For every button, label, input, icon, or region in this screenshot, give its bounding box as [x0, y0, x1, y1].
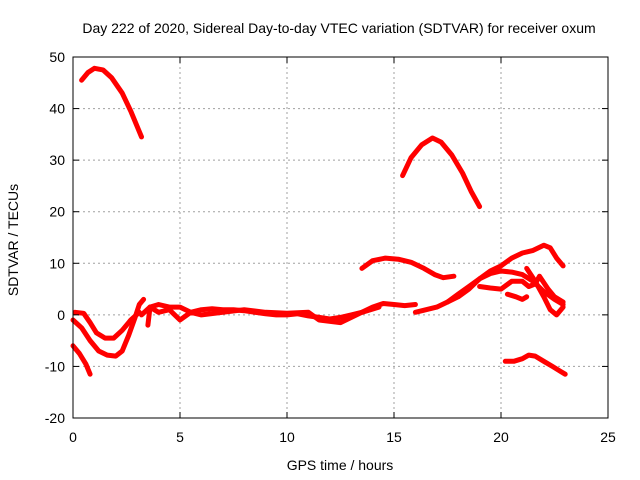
series-arc-2	[400, 135, 483, 210]
x-tick-label: 5	[176, 429, 184, 445]
x-tick-label: 20	[493, 429, 509, 445]
ticks: 0 5 10 15 20 25 -20 -10 0 10 20 30 40 50	[45, 49, 616, 445]
chart-title: Day 222 of 2020, Sidereal Day-to-day VTE…	[82, 20, 595, 36]
x-tick-label: 10	[279, 429, 295, 445]
series-group	[70, 65, 568, 377]
y-tick-label: 20	[49, 204, 65, 220]
series-arc-12	[504, 291, 530, 302]
series-arc-11	[477, 273, 566, 305]
y-tick-label: 40	[49, 101, 65, 117]
series-arc-13	[524, 265, 566, 318]
series-arc-1	[79, 65, 144, 140]
series-arc-4	[72, 309, 142, 341]
y-tick-label: -10	[45, 358, 65, 374]
x-tick-label: 25	[600, 429, 616, 445]
series-arc-8	[359, 255, 457, 281]
x-axis-label: GPS time / hours	[287, 457, 394, 473]
series-arc-14	[502, 352, 568, 377]
y-tick-label: 0	[57, 307, 65, 323]
y-tick-label: 30	[49, 152, 65, 168]
x-tick-label: 0	[69, 429, 77, 445]
series-arc-3	[70, 343, 93, 377]
series-arc-5	[70, 296, 147, 359]
series-arc-7	[139, 304, 382, 326]
x-tick-label: 15	[386, 429, 402, 445]
y-tick-label: 50	[49, 49, 65, 65]
series-arc-10	[445, 242, 566, 305]
grid	[73, 57, 608, 418]
y-tick-label: 10	[49, 255, 65, 271]
plot-frame	[72, 56, 609, 419]
y-axis-label: SDTVAR / TECUs	[5, 184, 21, 296]
y-tick-label: -20	[45, 410, 65, 426]
